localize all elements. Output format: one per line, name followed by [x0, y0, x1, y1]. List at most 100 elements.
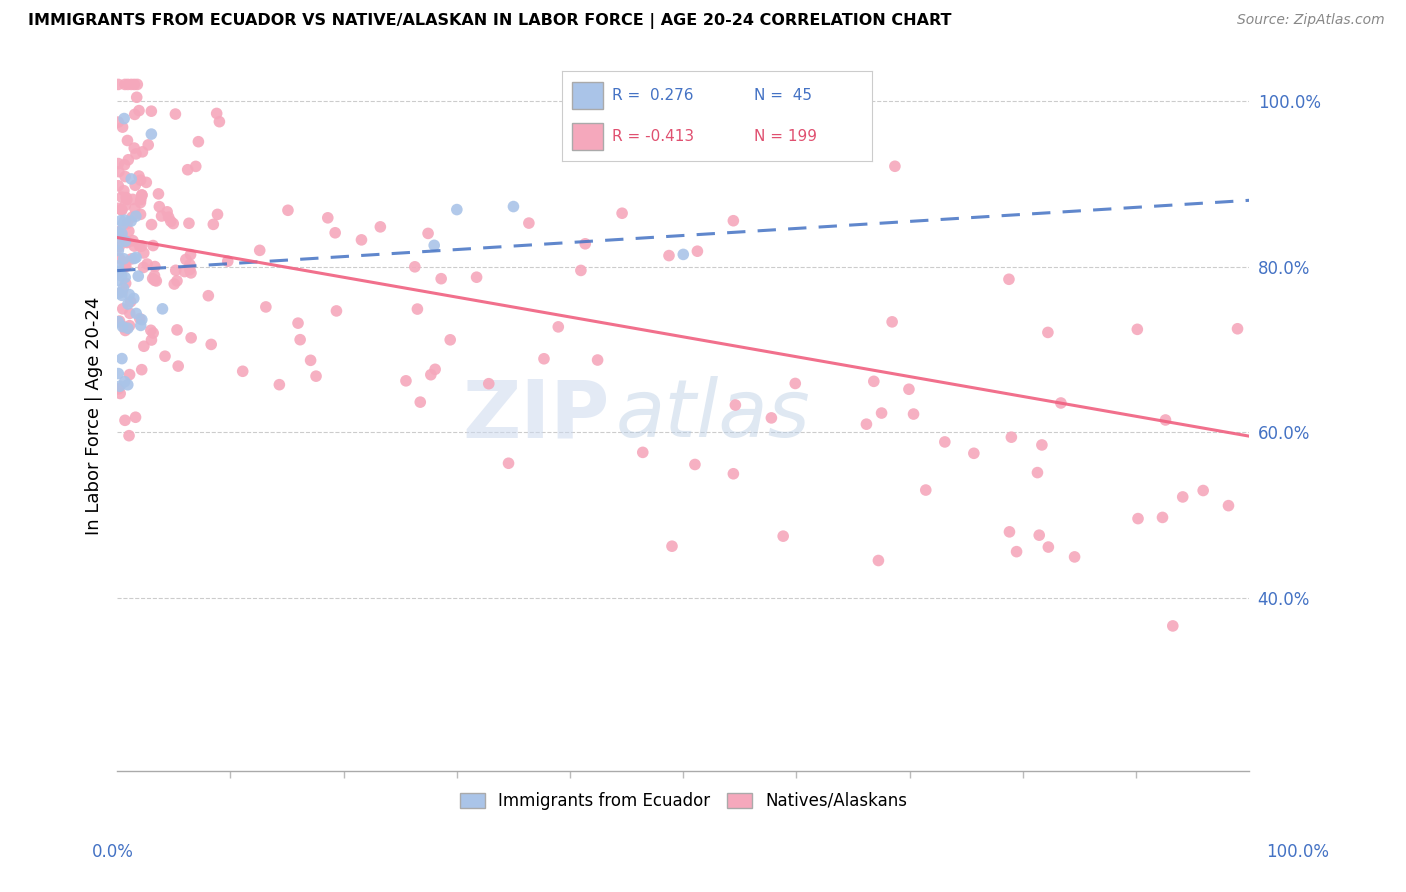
- Point: [120, 252, 142, 266]
- Point: [124, 78, 146, 92]
- Point: [118, 287, 141, 301]
- Point: [128, 103, 150, 118]
- Point: [855, 417, 877, 432]
- Point: [129, 195, 152, 210]
- Point: [121, 211, 143, 225]
- Point: [129, 193, 152, 207]
- Point: [1005, 544, 1028, 558]
- Point: [107, 236, 129, 251]
- Point: [202, 218, 225, 232]
- Point: [1126, 322, 1149, 336]
- Point: [114, 259, 136, 273]
- Point: [423, 238, 446, 252]
- Point: [883, 159, 905, 173]
- Point: [115, 190, 138, 204]
- Point: [862, 375, 884, 389]
- Point: [179, 262, 201, 277]
- Point: [254, 300, 277, 314]
- Point: [166, 274, 188, 288]
- Point: [112, 112, 135, 126]
- Point: [127, 269, 149, 284]
- Text: ZIP: ZIP: [463, 376, 610, 455]
- Point: [111, 285, 134, 299]
- Point: [143, 273, 166, 287]
- Point: [207, 207, 229, 221]
- Point: [132, 260, 155, 275]
- Point: [118, 318, 141, 333]
- Point: [132, 339, 155, 353]
- Point: [162, 217, 184, 231]
- Point: [409, 395, 432, 409]
- Point: [232, 364, 254, 378]
- Point: [112, 255, 135, 269]
- Point: [129, 318, 152, 333]
- Point: [131, 145, 153, 159]
- Point: [107, 178, 129, 193]
- Point: [107, 202, 129, 216]
- Point: [547, 319, 569, 334]
- Point: [574, 236, 596, 251]
- Point: [1026, 466, 1049, 480]
- Point: [136, 137, 159, 152]
- Point: [120, 214, 142, 228]
- Point: [111, 351, 134, 366]
- Point: [108, 314, 131, 328]
- Point: [1000, 430, 1022, 444]
- Point: [132, 246, 155, 260]
- Point: [110, 202, 132, 217]
- Point: [316, 211, 339, 225]
- Point: [112, 184, 135, 198]
- Point: [114, 198, 136, 212]
- Point: [114, 270, 136, 285]
- Point: [914, 483, 936, 497]
- Point: [197, 289, 219, 303]
- Point: [131, 239, 153, 253]
- Point: [141, 127, 163, 141]
- Point: [131, 188, 153, 202]
- Point: [122, 292, 145, 306]
- Point: [934, 434, 956, 449]
- Point: [129, 207, 152, 221]
- Point: [569, 263, 592, 277]
- Point: [1031, 438, 1053, 452]
- Point: [159, 214, 181, 228]
- Point: [128, 169, 150, 183]
- Point: [125, 147, 148, 161]
- Point: [502, 200, 524, 214]
- Point: [661, 539, 683, 553]
- Point: [110, 213, 132, 227]
- Point: [180, 266, 202, 280]
- Point: [115, 217, 138, 231]
- Point: [111, 288, 134, 302]
- Point: [111, 120, 134, 135]
- Point: [111, 319, 134, 334]
- Point: [287, 316, 309, 330]
- Point: [124, 202, 146, 216]
- Text: R = -0.413: R = -0.413: [612, 129, 695, 144]
- Text: N = 199: N = 199: [754, 129, 817, 144]
- Point: [165, 263, 187, 277]
- Point: [114, 213, 136, 227]
- Point: [120, 172, 142, 186]
- Point: [658, 249, 681, 263]
- Point: [305, 369, 328, 384]
- Point: [148, 200, 170, 214]
- Point: [131, 362, 153, 376]
- Point: [610, 206, 633, 220]
- Point: [128, 311, 150, 326]
- Point: [217, 254, 239, 268]
- Point: [478, 376, 501, 391]
- Point: [1154, 413, 1177, 427]
- Point: [870, 406, 893, 420]
- Point: [114, 375, 136, 389]
- Point: [112, 252, 135, 266]
- Point: [124, 410, 146, 425]
- Point: [107, 156, 129, 170]
- Point: [135, 175, 157, 189]
- Y-axis label: In Labor Force | Age 20-24: In Labor Force | Age 20-24: [86, 296, 103, 534]
- Point: [111, 227, 134, 241]
- Point: [117, 377, 139, 392]
- Point: [111, 190, 134, 204]
- Point: [177, 216, 200, 230]
- Point: [141, 104, 163, 119]
